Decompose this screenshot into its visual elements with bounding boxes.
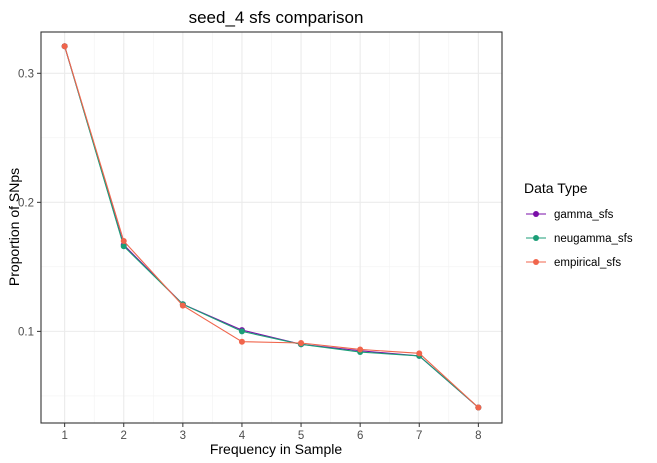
data-point-empirical-sfs — [61, 43, 68, 50]
y-tick-label: 0.3 — [18, 68, 34, 80]
data-point-empirical-sfs — [475, 404, 482, 411]
x-tick-label: 6 — [357, 430, 363, 442]
legend-label: empirical_sfs — [554, 257, 621, 269]
y-tick-label: 0.2 — [18, 197, 34, 209]
data-point-empirical-sfs — [357, 346, 364, 353]
series-line-empirical-sfs — [64, 46, 479, 408]
x-tick-label: 4 — [239, 430, 246, 442]
series-line-neugamma-sfs — [64, 46, 479, 408]
y-axis-title: Proportion of SNps — [6, 168, 22, 286]
series-empirical-sfs — [61, 43, 482, 411]
grid — [41, 32, 502, 423]
chart-title: seed_4 sfs comparison — [189, 8, 364, 27]
series-layer — [61, 43, 482, 411]
data-point-empirical-sfs — [416, 350, 423, 357]
legend-item-empirical-sfs: empirical_sfs — [526, 257, 621, 269]
x-axis-title: Frequency in Sample — [210, 441, 343, 457]
legend-key-point — [533, 235, 539, 241]
legend-title: Data Type — [524, 180, 588, 196]
data-point-empirical-sfs — [238, 338, 245, 345]
data-point-empirical-sfs — [120, 238, 127, 245]
x-tick-label: 2 — [121, 430, 127, 442]
plot-panel-border — [40, 31, 503, 424]
legend-item-neugamma-sfs: neugamma_sfs — [526, 233, 633, 245]
legend-key-point — [533, 211, 539, 217]
legend-label: gamma_sfs — [554, 209, 614, 221]
x-tick-label: 3 — [180, 430, 186, 442]
data-point-neugamma-sfs — [120, 243, 127, 250]
legend-label: neugamma_sfs — [554, 233, 633, 245]
x-tick-label: 1 — [61, 430, 67, 442]
x-tick-label: 7 — [416, 430, 422, 442]
legend-item-gamma-sfs: gamma_sfs — [526, 209, 614, 221]
data-point-empirical-sfs — [179, 302, 186, 309]
legend-key-point — [533, 259, 539, 265]
axes: 1 2 3 4 5 6 7 8 0.1 0.2 0.3 — [18, 68, 482, 442]
y-tick-label: 0.1 — [18, 326, 34, 338]
x-tick-label: 5 — [298, 430, 304, 442]
x-tick-label: 8 — [475, 430, 481, 442]
data-point-neugamma-sfs — [238, 328, 245, 335]
data-point-empirical-sfs — [298, 339, 305, 346]
legend: Data Type gamma_sfs neugamma_sfs empirical… — [524, 180, 633, 269]
